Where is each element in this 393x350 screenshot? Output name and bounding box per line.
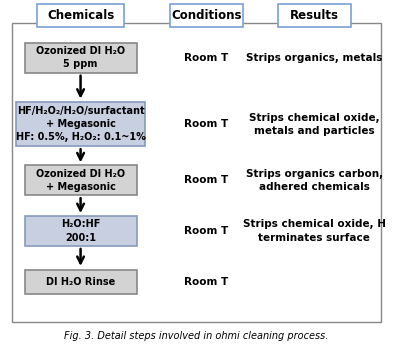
- Text: Room T: Room T: [184, 53, 228, 63]
- Text: Strips organics, metals: Strips organics, metals: [246, 53, 383, 63]
- Text: H₂O:HF
200:1: H₂O:HF 200:1: [61, 219, 100, 243]
- Bar: [16, 102, 145, 146]
- Text: DI H₂O Rinse: DI H₂O Rinse: [46, 277, 115, 287]
- Bar: [170, 4, 243, 27]
- Bar: [278, 4, 351, 27]
- Text: Ozonized DI H₂O
5 ppm: Ozonized DI H₂O 5 ppm: [36, 46, 125, 69]
- Text: Fig. 3. Detail steps involved in ohmi cleaning process.: Fig. 3. Detail steps involved in ohmi cl…: [64, 331, 329, 341]
- Text: Strips organics carbon,
adhered chemicals: Strips organics carbon, adhered chemical…: [246, 169, 383, 192]
- Bar: [12, 23, 381, 322]
- Text: Room T: Room T: [184, 277, 228, 287]
- Text: Conditions: Conditions: [171, 9, 242, 22]
- Bar: [24, 270, 137, 294]
- Bar: [24, 43, 137, 73]
- Text: Strips chemical oxide, H
terminates surface: Strips chemical oxide, H terminates surf…: [243, 219, 386, 243]
- Text: HF/H₂O₂/H₂O/surfactant
+ Megasonic
HF: 0.5%, H₂O₂: 0.1~1%: HF/H₂O₂/H₂O/surfactant + Megasonic HF: 0…: [16, 106, 145, 142]
- Text: Room T: Room T: [184, 175, 228, 185]
- Text: Results: Results: [290, 9, 339, 22]
- Text: Room T: Room T: [184, 226, 228, 236]
- Text: Chemicals: Chemicals: [47, 9, 114, 22]
- Text: Room T: Room T: [184, 119, 228, 129]
- Text: Strips chemical oxide,
metals and particles: Strips chemical oxide, metals and partic…: [249, 113, 380, 136]
- Bar: [37, 4, 124, 27]
- Text: Ozonized DI H₂O
+ Megasonic: Ozonized DI H₂O + Megasonic: [36, 169, 125, 192]
- Bar: [24, 216, 137, 246]
- Bar: [24, 166, 137, 195]
